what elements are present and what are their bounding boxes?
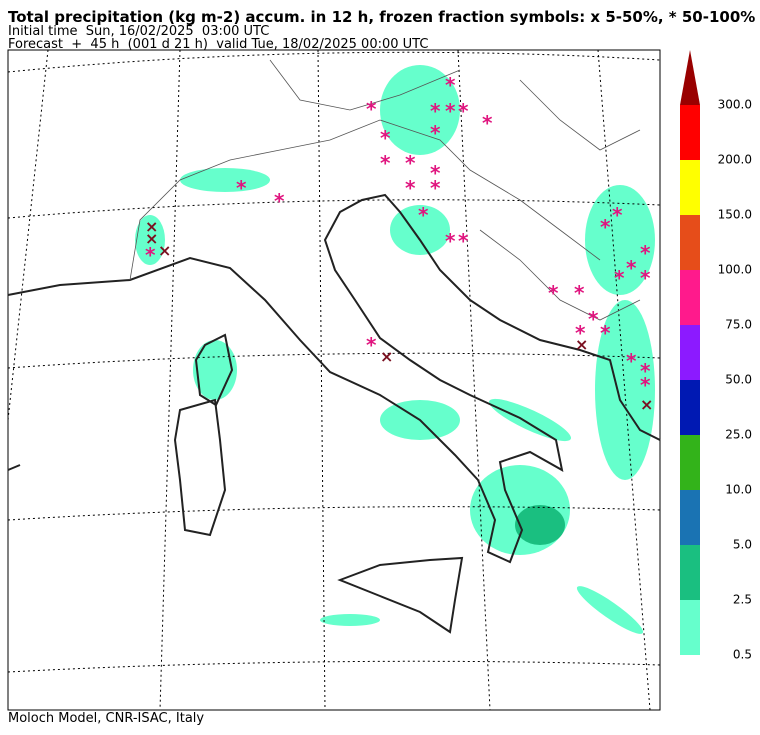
svg-text:*: *: [588, 307, 599, 331]
svg-text:*: *: [366, 333, 377, 357]
svg-text:*: *: [548, 281, 559, 305]
svg-text:*: *: [430, 99, 441, 123]
frozen-symbols: ** * * * * ** * * * * ** * ** *** *** ** * ** * *…: [145, 73, 653, 414]
svg-text:*: *: [445, 73, 456, 97]
precipitation: [135, 65, 655, 634]
colorbar-label: 2.5: [733, 593, 752, 607]
forecast-time: Forecast + 45 h (001 d 21 h) valid Tue, …: [8, 37, 428, 52]
svg-text:*: *: [482, 111, 493, 135]
svg-text:*: *: [405, 151, 416, 175]
colorbar-label: 50.0: [725, 373, 752, 387]
svg-text:*: *: [640, 241, 651, 265]
colorbar-band: [680, 600, 700, 655]
colorbar-band: [680, 105, 700, 160]
svg-text:*: *: [430, 161, 441, 185]
colorbar: 0.5 2.5 5.0 10.0 25.0 50.0 75.0 100.0 150.0 200.0…: [680, 50, 752, 662]
svg-text:*: *: [380, 151, 391, 175]
svg-text:*: *: [640, 266, 651, 290]
colorbar-arrow: [680, 50, 700, 105]
svg-text:*: *: [614, 266, 625, 290]
colorbar-band: [680, 270, 700, 325]
svg-text:*: *: [612, 203, 623, 227]
svg-text:*: *: [405, 176, 416, 200]
svg-text:*: *: [626, 256, 637, 280]
svg-text:*: *: [458, 229, 469, 253]
svg-text:*: *: [600, 321, 611, 345]
colorbar-label: 300.0: [718, 98, 752, 112]
borders: [129, 59, 641, 321]
svg-text:*: *: [458, 99, 469, 123]
svg-text:×: ×: [380, 347, 393, 366]
colorbar-label: 5.0: [733, 538, 752, 552]
title: Total precipitation (kg m-2) accum. in 1…: [8, 8, 755, 26]
svg-text:*: *: [445, 99, 456, 123]
svg-text:*: *: [600, 215, 611, 239]
svg-text:×: ×: [145, 217, 158, 236]
svg-text:×: ×: [575, 335, 588, 354]
footer: Moloch Model, CNR-ISAC, Italy: [8, 711, 204, 726]
svg-text:*: *: [274, 189, 285, 213]
initial-time: Initial time Sun, 16/02/2025 03:00 UTC: [8, 24, 269, 39]
map: ** * * * * ** * * * * ** * ** *** *** ** * ** * *…: [7, 49, 661, 711]
svg-text:*: *: [380, 126, 391, 150]
svg-text:*: *: [574, 281, 585, 305]
svg-text:×: ×: [158, 241, 171, 260]
colorbar-band: [680, 160, 700, 215]
svg-text:*: *: [445, 229, 456, 253]
svg-text:*: *: [366, 97, 377, 121]
colorbar-band: [680, 215, 700, 270]
colorbar-label: 10.0: [725, 483, 752, 497]
graticule: [7, 49, 661, 711]
svg-text:*: *: [145, 243, 156, 267]
svg-text:*: *: [236, 176, 247, 200]
svg-text:×: ×: [145, 229, 158, 248]
colorbar-band: [680, 490, 700, 545]
svg-text:×: ×: [640, 395, 653, 414]
colorbar-band: [680, 380, 700, 435]
svg-text:*: *: [430, 121, 441, 145]
colorbar-label: 100.0: [718, 263, 752, 277]
colorbar-band: [680, 435, 700, 490]
colorbar-label: 200.0: [718, 153, 752, 167]
coastlines: [7, 193, 661, 634]
colorbar-label: 150.0: [718, 208, 752, 222]
colorbar-label: 25.0: [725, 428, 752, 442]
svg-text:*: *: [418, 203, 429, 227]
svg-text:*: *: [640, 373, 651, 397]
svg-text:*: *: [626, 349, 637, 373]
colorbar-label: 75.0: [725, 318, 752, 332]
svg-text:*: *: [430, 176, 441, 200]
svg-text:*: *: [575, 321, 586, 345]
colorbar-band: [680, 545, 700, 600]
svg-text:*: *: [640, 359, 651, 383]
colorbar-label: 0.5: [733, 648, 752, 662]
map-frame: [7, 49, 661, 711]
colorbar-band: [680, 325, 700, 380]
